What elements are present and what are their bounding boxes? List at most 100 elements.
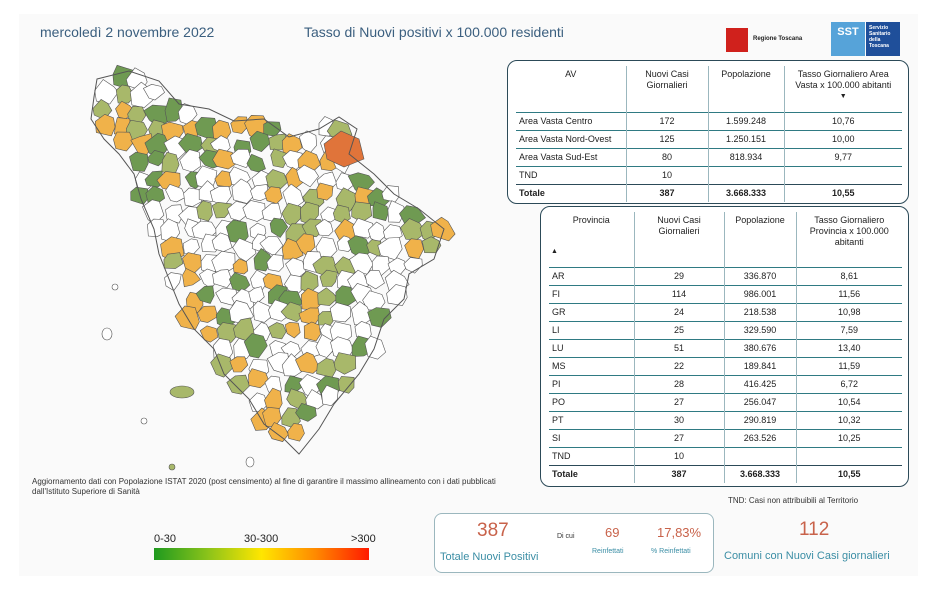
municipality-area[interactable] xyxy=(113,131,134,152)
municipality-area[interactable] xyxy=(232,258,249,275)
av-header-population[interactable]: Popolazione xyxy=(707,66,784,112)
municipality-area[interactable] xyxy=(165,204,184,224)
av-header-cases[interactable]: Nuovi Casi Giornalieri xyxy=(625,66,708,112)
table-row[interactable]: Area Vasta Centro 172 1.599.248 10,76 xyxy=(516,111,902,130)
municipality-area[interactable] xyxy=(386,284,408,306)
municipality-area[interactable] xyxy=(248,368,270,389)
municipality-area[interactable] xyxy=(129,151,149,172)
municipality-area[interactable] xyxy=(298,307,321,326)
municipality-area[interactable] xyxy=(226,374,250,395)
table-row[interactable]: GR 24 218.538 10,98 xyxy=(549,302,902,321)
municipality-area[interactable] xyxy=(381,185,400,203)
municipality-area[interactable] xyxy=(243,333,268,359)
table-row[interactable]: MS 22 189.841 11,59 xyxy=(549,356,902,375)
municipality-area[interactable] xyxy=(115,84,135,104)
municipality-area[interactable] xyxy=(269,217,289,238)
municipality-area[interactable] xyxy=(280,301,303,323)
municipality-area[interactable] xyxy=(387,257,408,275)
municipality-area[interactable] xyxy=(210,353,234,378)
municipality-area[interactable] xyxy=(165,183,187,203)
municipality-area[interactable] xyxy=(364,335,386,360)
municipality-area[interactable] xyxy=(216,322,239,345)
municipality-area[interactable] xyxy=(403,257,423,274)
municipality-area[interactable] xyxy=(264,387,283,411)
municipality-area[interactable] xyxy=(212,269,233,289)
table-row[interactable]: SI 27 263.526 10,25 xyxy=(549,428,902,447)
municipality-area[interactable] xyxy=(229,356,249,373)
municipality-area[interactable] xyxy=(142,83,165,101)
av-header-rate[interactable]: Tasso Giornaliero Area Vasta x 100.000 a… xyxy=(783,66,902,112)
municipality-area[interactable] xyxy=(212,148,237,170)
prov-header-cases[interactable]: Nuovi Casi Giornalieri xyxy=(633,212,724,267)
municipality-area[interactable] xyxy=(296,164,319,188)
municipality-area[interactable] xyxy=(316,182,334,201)
municipality-area[interactable] xyxy=(266,254,284,272)
table-row[interactable]: PT 30 290.819 10,32 xyxy=(549,410,902,429)
municipality-area[interactable] xyxy=(319,269,338,287)
municipality-area[interactable] xyxy=(211,250,236,273)
table-row[interactable]: LI 25 329.590 7,59 xyxy=(549,320,902,339)
table-row[interactable]: PI 28 416.425 6,72 xyxy=(549,374,902,393)
municipality-area[interactable] xyxy=(182,268,201,288)
municipality-area[interactable] xyxy=(248,286,265,304)
table-total-row[interactable]: Totale 387 3.668.333 10,55 xyxy=(549,464,902,483)
prov-header-province[interactable]: Provincia ▲ xyxy=(549,212,634,267)
municipality-area[interactable] xyxy=(229,272,251,292)
municipality-area[interactable] xyxy=(284,321,301,339)
municipality-area[interactable] xyxy=(147,149,166,167)
municipality-area[interactable] xyxy=(329,302,352,323)
municipality-area[interactable] xyxy=(315,334,334,358)
municipality-area[interactable] xyxy=(333,352,357,375)
municipality-area[interactable] xyxy=(211,201,232,219)
municipality-area[interactable] xyxy=(197,305,219,323)
municipality-area[interactable] xyxy=(265,169,288,190)
municipality-area[interactable] xyxy=(295,402,317,422)
municipality-area[interactable] xyxy=(298,130,318,154)
municipality-area[interactable] xyxy=(285,257,306,278)
municipality-area[interactable] xyxy=(287,423,305,442)
municipality-area[interactable] xyxy=(352,217,375,239)
municipality-area[interactable] xyxy=(215,287,239,306)
municipality-area[interactable] xyxy=(262,406,282,428)
municipality-area[interactable] xyxy=(321,384,339,407)
municipality-area[interactable] xyxy=(317,287,338,306)
municipality-area[interactable] xyxy=(199,325,219,343)
municipality-area[interactable] xyxy=(267,422,289,442)
table-row[interactable]: FI 114 986.001 11,56 xyxy=(549,284,902,303)
municipality-area[interactable] xyxy=(267,322,287,340)
table-row[interactable]: Area Vasta Nord-Ovest 125 1.250.151 10,00 xyxy=(516,129,902,148)
municipality-area[interactable] xyxy=(163,252,184,269)
municipality-area[interactable] xyxy=(315,218,334,237)
municipality-area[interactable] xyxy=(196,200,213,222)
municipality-area[interactable] xyxy=(367,307,392,328)
municipality-area[interactable] xyxy=(182,238,200,255)
municipality-area[interactable] xyxy=(249,130,271,152)
av-header-av[interactable]: AV xyxy=(565,69,577,79)
municipality-area[interactable] xyxy=(248,392,268,413)
table-total-row[interactable]: Totale 387 3.668.333 10,55 xyxy=(516,183,902,202)
municipality-area[interactable] xyxy=(365,269,385,290)
municipality-area[interactable] xyxy=(305,389,324,410)
municipality-area[interactable] xyxy=(295,351,320,374)
table-row[interactable]: Area Vasta Sud-Est 80 818.934 9,77 xyxy=(516,147,902,166)
prov-header-population[interactable]: Popolazione xyxy=(723,212,796,267)
municipality-area[interactable] xyxy=(372,201,389,221)
municipality-area[interactable] xyxy=(242,200,267,222)
municipality-area[interactable] xyxy=(230,148,252,169)
table-row[interactable]: TND 10 xyxy=(516,165,902,184)
municipality-area[interactable] xyxy=(246,153,266,173)
table-row[interactable]: PO 27 256.047 10,54 xyxy=(549,392,902,411)
municipality-area[interactable] xyxy=(252,300,274,323)
municipality-area[interactable] xyxy=(351,201,373,223)
municipality-area[interactable] xyxy=(195,285,215,304)
municipality-area[interactable] xyxy=(94,113,116,137)
municipality-area[interactable] xyxy=(268,299,289,322)
municipality-area[interactable] xyxy=(316,357,337,378)
municipality-area[interactable] xyxy=(231,178,256,204)
municipality-area[interactable] xyxy=(337,376,355,394)
municipality-area[interactable] xyxy=(404,238,424,260)
table-row[interactable]: AR 29 336.870 8,61 xyxy=(549,266,902,285)
prov-header-rate[interactable]: Tasso Giornaliero Provincia x 100.000 ab… xyxy=(795,212,902,267)
municipality-area[interactable] xyxy=(303,321,321,342)
table-row[interactable]: LU 51 380.676 13,40 xyxy=(549,338,902,357)
